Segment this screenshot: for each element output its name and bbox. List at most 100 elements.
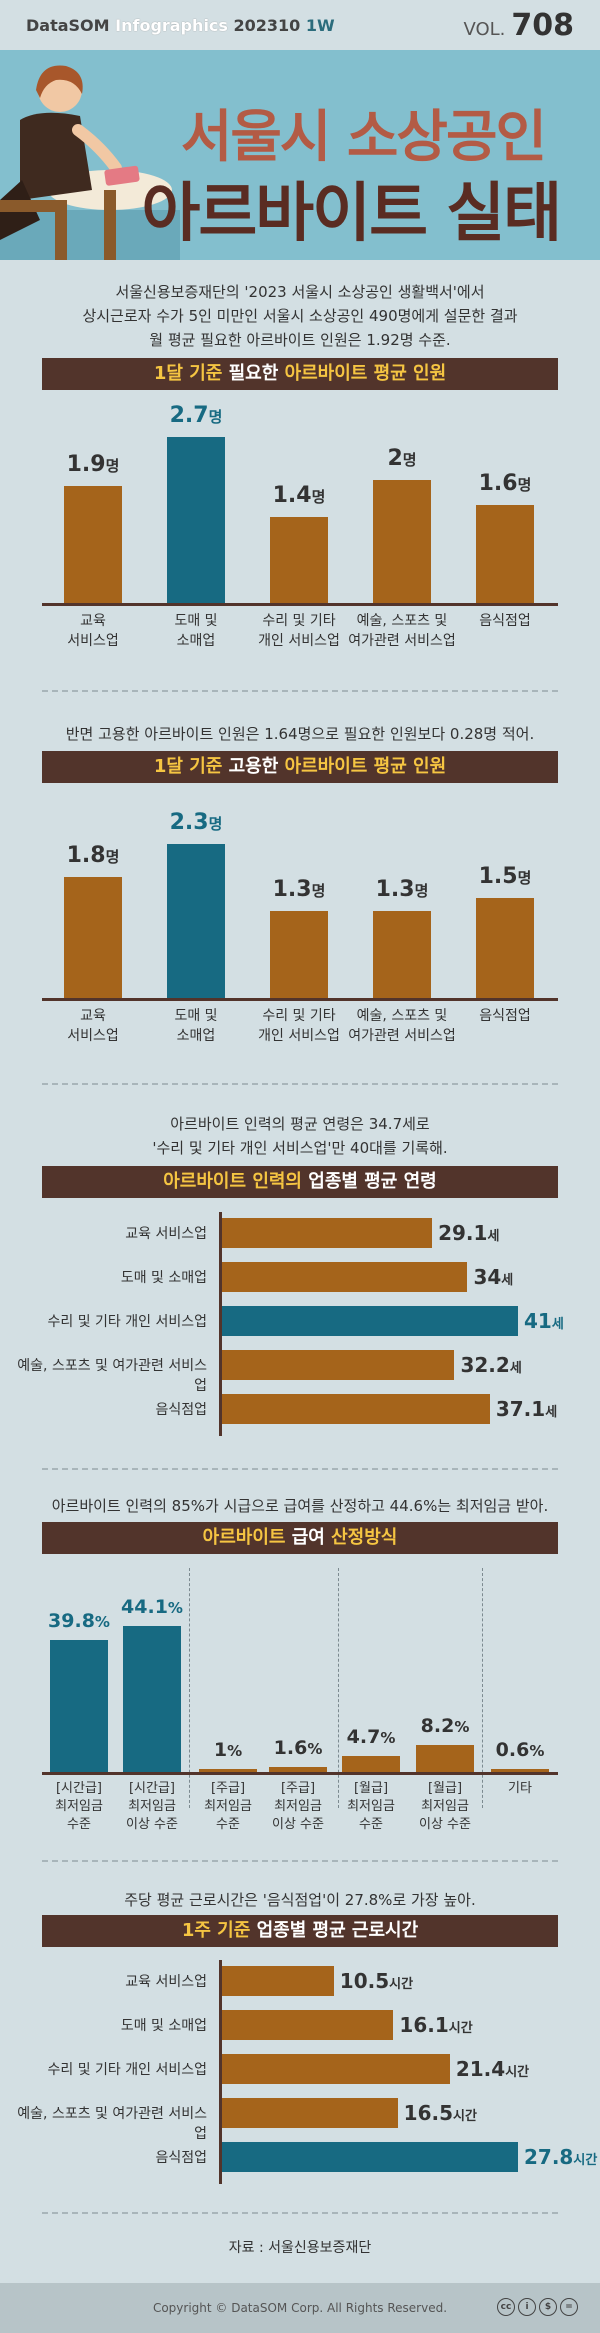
category-label-3: 예술, 스포츠 및 여가관련 서비스업 [348,613,456,649]
hero-banner: 서울시 소상공인 아르바이트 실태 [0,50,600,260]
category-label-2: 수리 및 기타 개인 서비스업 [258,613,340,649]
value-label-4: 37.1세 [495,1397,558,1421]
category-label-6: 기타 [508,1781,532,1796]
hero-title-line1: 서울시 소상공인 [180,105,547,170]
value-label-4: 4.7% [346,1726,396,1749]
bar-2 [222,2054,450,2084]
bar-3 [373,910,431,998]
hero-title-line2: 아르바이트 실태 [141,177,562,251]
bar-0 [50,1640,108,1772]
bar-5 [416,1744,474,1772]
divider [42,2212,558,2214]
category-label-4: 음식점업 [479,1008,531,1024]
category-label-4: 음식점업 [155,2150,207,2166]
chart3-title: 아르바이트 인력의 업종별 평균 연령 [42,1166,558,1198]
value-label-1: 44.1% [121,1596,183,1618]
category-label-1: 도매 및 소매업 [120,2018,207,2034]
value-label-1: 16.1시간 [399,2013,473,2037]
group-separator-0 [189,1568,190,1808]
value-label-0: 29.1세 [438,1221,500,1245]
category-label-0: 교육 서비스업 [67,1008,119,1044]
value-label-2: 1% [213,1738,243,1761]
noncommercial-icon: $ [539,2298,557,2316]
category-label-4: [월급] 최저임금 수준 [347,1781,395,1832]
category-label-0: 교육 서비스업 [67,613,119,649]
category-label-1: 도매 및 소매업 [174,613,218,649]
divider [42,1083,558,1085]
value-label-3: 1.6% [273,1736,323,1759]
divider [42,1468,558,1470]
attribution-icon: i [518,2298,536,2316]
barista-illustration [0,65,180,260]
value-label-0: 10.5시간 [339,1969,414,1993]
value-label-1: 34세 [473,1265,514,1289]
category-label-3: 예술, 스포츠 및 여가관련 서비스업 [17,2106,207,2142]
bar-2 [199,1768,257,1772]
bar-2 [222,1306,518,1336]
category-label-3: [주급] 최저임금 이상 수준 [272,1781,324,1832]
category-label-2: [주급] 최저임금 수준 [204,1781,252,1832]
source-note: 자료 : 서울신용보증재단 [228,2240,372,2256]
bar-1 [222,2010,394,2040]
intro-3: 아르바이트 인력의 평균 연령은 34.7세로 '수리 및 기타 개인 서비스업… [152,1115,448,1157]
bar-4 [476,897,534,998]
axis [219,1960,222,2184]
bar-4 [476,504,534,603]
value-label-0: 1.8명 [66,843,120,869]
category-label-1: 도매 및 소매업 [174,1008,218,1044]
bar-4 [222,1394,490,1424]
chart1-title: 1달 기준 필요한 아르바이트 평균 인원 [42,358,558,390]
bar-2 [270,516,328,603]
category-label-2: 수리 및 기타 개인 서비스업 [47,1314,207,1330]
intro-2: 반면 고용한 아르바이트 인원은 1.64명으로 필요한 인원보다 0.28명 … [65,725,535,743]
value-label-3: 2명 [387,446,417,472]
chart5-title: 1주 기준 업종별 평균 근로시간 [42,1915,558,1947]
cc-icon: cc [497,2298,515,2316]
category-label-2: 수리 및 기타 개인 서비스업 [47,2062,207,2078]
bar-1 [167,437,225,603]
value-label-4: 1.5명 [478,863,532,889]
value-label-2: 21.4시간 [455,2057,530,2081]
category-label-0: [시간급] 최저임금 수준 [55,1781,103,1832]
group-separator-2 [482,1568,483,1808]
value-label-4: 1.6명 [478,470,532,496]
value-label-0: 39.8% [48,1610,110,1633]
value-label-5: 8.2% [420,1714,470,1737]
noderivs-icon: = [560,2298,578,2316]
bar-1 [123,1626,181,1772]
value-label-3: 32.2세 [460,1353,522,1377]
bar-1 [222,1262,468,1292]
bar-3 [222,2098,398,2128]
chart4-title: 아르바이트 급여 산정방식 [42,1522,558,1554]
volume: VOL. 708 [463,7,574,43]
category-label-4: 음식점업 [155,1402,207,1418]
baseline [42,998,558,1001]
bar-0 [64,877,122,998]
value-label-1: 2.3명 [169,810,223,835]
divider [42,690,558,692]
bar-6 [491,1769,549,1772]
category-label-0: 교육 서비스업 [125,1226,207,1242]
value-label-3: 16.5시간 [403,2101,477,2125]
category-label-5: [월급] 최저임금 이상 수준 [419,1781,471,1832]
group-separator-1 [338,1568,339,1808]
value-label-6: 0.6% [495,1739,545,1761]
bar-3 [373,480,431,603]
value-label-2: 1.3명 [272,876,326,902]
category-label-1: [시간급] 최저임금 이상 수준 [126,1781,178,1832]
bar-2 [270,910,328,998]
axis [219,1212,222,1436]
brand: DataSOM Infographics 202310 1W [26,15,335,35]
value-label-3: 1.3명 [375,876,429,902]
bar-0 [222,1218,433,1248]
bar-4 [342,1756,400,1772]
license-icons: cc i $ = [497,2298,578,2316]
value-label-2: 1.4명 [272,482,326,508]
category-label-0: 교육 서비스업 [125,1974,207,1990]
category-label-4: 음식점업 [479,613,531,629]
copyright: Copyright © DataSOM Corp. All Rights Res… [152,2301,448,2315]
top-bar: DataSOM Infographics 202310 1W VOL. 708 [0,0,600,50]
bar-3 [222,1350,455,1380]
value-label-2: 41세 [524,1309,564,1333]
bar-0 [64,486,122,603]
